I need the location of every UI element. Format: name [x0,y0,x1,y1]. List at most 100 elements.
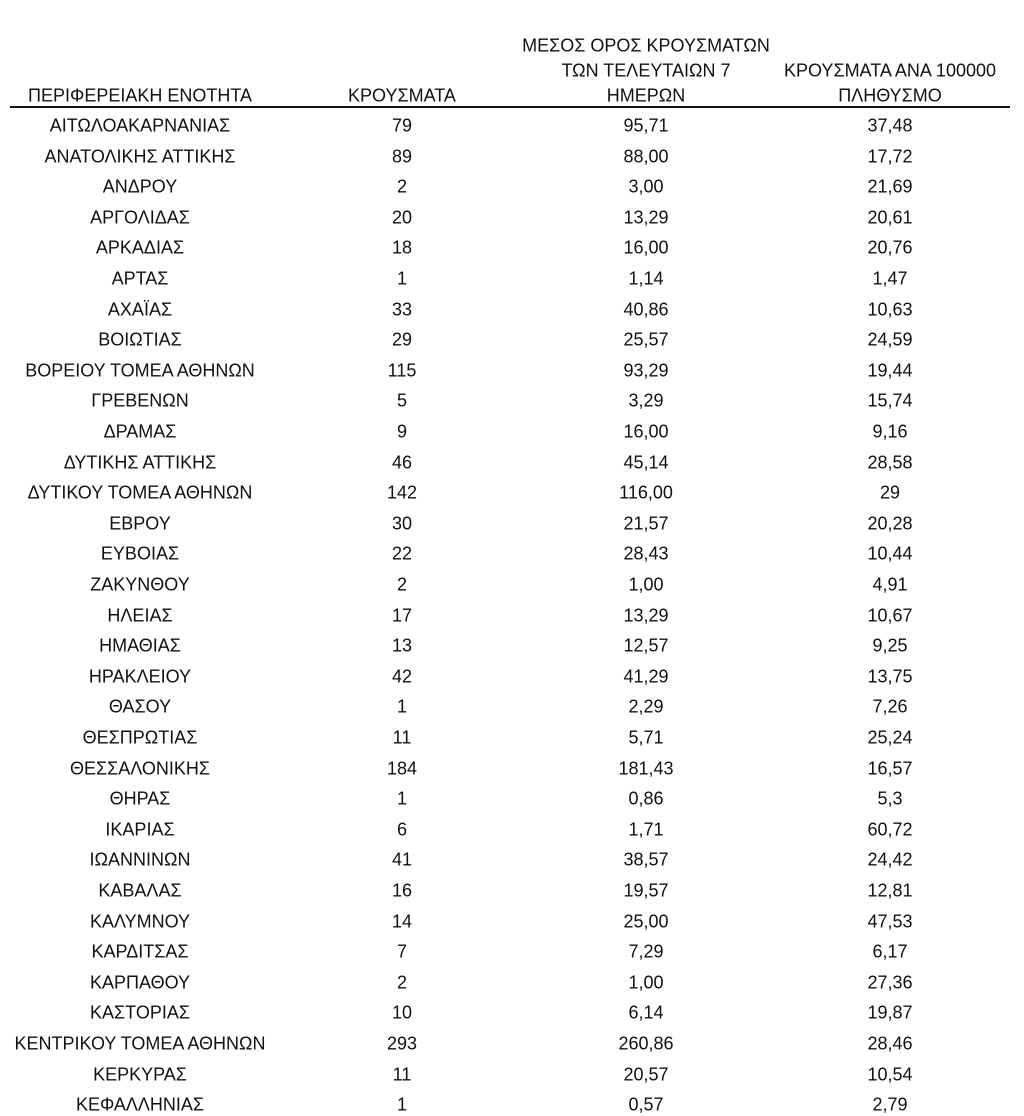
value-cell: 29 [391,329,413,350]
region-cell: ΚΑΛΥΜΝΟΥ [89,911,191,932]
value-cell: 60,72 [867,819,913,840]
value-cell: 41 [391,849,413,870]
value-cell: 13,29 [623,207,669,228]
region-cell: ΑΡΤΑΣ [111,268,169,289]
value-cell: 21,57 [623,513,669,534]
value-cell: 14 [391,911,413,932]
value-cell: 6,17 [872,941,908,962]
region-cell: ΚΑΒΑΛΑΣ [98,880,182,901]
value-cell: 25,57 [623,329,669,350]
value-cell: 2 [396,176,408,197]
value-cell: 28,43 [623,543,669,564]
value-cell: 15,74 [867,390,913,411]
value-cell: 38,57 [623,849,669,870]
value-cell: 10,67 [867,605,913,626]
value-cell: 3,29 [628,390,664,411]
value-cell: 115 [387,360,417,381]
value-cell: 30 [391,513,413,534]
value-cell: 10,44 [867,543,913,564]
value-cell: 25,00 [623,911,669,932]
region-cell: ΙΚΑΡΙΑΣ [105,819,175,840]
value-cell: 181,43 [618,758,674,779]
value-cell: 1 [396,696,408,717]
value-cell: 9,25 [872,635,908,656]
value-cell: 1 [396,268,408,289]
region-cell: ΗΛΕΙΑΣ [107,605,173,626]
column-header: ΚΡΟΥΣΜΑΤΑ [348,85,456,106]
region-cell: ΗΡΑΚΛΕΙΟΥ [88,666,192,687]
value-cell: 95,71 [623,115,669,136]
value-cell: 20 [391,207,413,228]
value-cell: 33 [391,299,413,320]
region-cell: ΒΟΡΕΙΟΥ ΤΟΜΕΑ ΑΘΗΝΩΝ [25,360,255,381]
value-cell: 9 [396,421,408,442]
value-cell: 19,87 [867,1002,913,1023]
region-cell: ΖΑΚΥΝΘΟΥ [90,574,190,595]
value-cell: 1,00 [628,972,664,993]
value-cell: 2 [396,574,408,595]
value-cell: 1 [396,788,408,809]
value-cell: 1,14 [628,268,664,289]
value-cell: 88,00 [623,146,669,167]
value-cell: 20,61 [867,207,913,228]
value-cell: 116,00 [619,482,673,503]
value-cell: 11 [392,727,412,748]
value-cell: 13,29 [623,605,669,626]
value-cell: 41,29 [623,666,669,687]
value-cell: 1,47 [872,268,908,289]
value-cell: 5 [396,390,408,411]
region-cell: ΔΥΤΙΚΟΥ ΤΟΜΕΑ ΑΘΗΝΩΝ [27,482,253,503]
value-cell: 19,57 [623,880,669,901]
column-header: ΗΜΕΡΩΝ [606,85,686,106]
value-cell: 2,29 [628,696,664,717]
value-cell: 27,36 [867,972,913,993]
value-cell: 142 [386,482,418,503]
region-cell: ΚΕΝΤΡΙΚΟΥ ΤΟΜΕΑ ΑΘΗΝΩΝ [14,1033,266,1054]
value-cell: 46 [391,452,413,473]
value-cell: 293 [386,1033,418,1054]
value-cell: 17 [391,605,413,626]
region-cell: ΑΝΔΡΟΥ [102,176,178,197]
value-cell: 22 [391,543,413,564]
value-cell: 20,76 [867,237,913,258]
value-cell: 10,54 [867,1064,913,1085]
region-cell: ΘΗΡΑΣ [109,788,171,809]
region-cell: ΘΑΣΟΥ [108,696,172,717]
region-cell: ΑΡΚΑΔΙΑΣ [95,237,185,258]
value-cell: 5,71 [628,727,664,748]
value-cell: 20,57 [623,1064,669,1085]
value-cell: 17,72 [867,146,913,167]
column-header: ΠΕΡΙΦΕΡΕΙΑΚΗ ΕΝΟΤΗΤΑ [27,85,253,106]
value-cell: 89 [391,146,413,167]
region-cell: ΑΡΓΟΛΙΔΑΣ [90,207,190,228]
column-header: ΠΛΗΘΥΣΜΟ [838,85,942,106]
column-header: ΚΡΟΥΣΜΑΤΑ ΑΝΑ 100000 [784,60,996,81]
value-cell: 24,59 [867,329,913,350]
value-cell: 2 [396,972,408,993]
header-rule [10,106,1010,108]
value-cell: 3,00 [628,176,664,197]
value-cell: 5,3 [877,788,903,809]
value-cell: 25,24 [867,727,913,748]
region-cell: ΔΥΤΙΚΗΣ ΑΤΤΙΚΗΣ [63,452,217,473]
region-cell: ΘΕΣΣΑΛΟΝΙΚΗΣ [69,758,211,779]
value-cell: 19,44 [867,360,913,381]
value-cell: 260,86 [618,1033,674,1054]
value-cell: 45,14 [623,452,669,473]
value-cell: 4,91 [872,574,908,595]
column-header: ΜΕΣΟΣ ΟΡΟΣ ΚΡΟΥΣΜΑΤΩΝ [522,35,770,56]
value-cell: 6 [396,819,408,840]
value-cell: 6,14 [628,1002,664,1023]
value-cell: 21,69 [867,176,913,197]
value-cell: 28,58 [867,452,913,473]
region-cell: ΑΙΤΩΛΟΑΚΑΡΝΑΝΙΑΣ [49,115,231,136]
region-cell: ΚΕΦΑΛΛΗΝΙΑΣ [75,1094,205,1115]
value-cell: 9,16 [872,421,908,442]
value-cell: 29 [879,482,901,503]
value-cell: 12,81 [867,880,913,901]
value-cell: 13,75 [867,666,913,687]
region-cell: ΔΡΑΜΑΣ [103,421,177,442]
value-cell: 79 [391,115,413,136]
value-cell: 12,57 [623,635,669,656]
